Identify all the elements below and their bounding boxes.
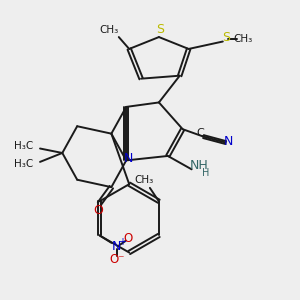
Text: N: N — [124, 152, 133, 165]
Text: CH₃: CH₃ — [233, 34, 253, 44]
Text: H₃C: H₃C — [14, 141, 34, 151]
Text: C: C — [196, 128, 204, 138]
Text: S: S — [156, 23, 164, 36]
Text: H: H — [202, 168, 210, 178]
Text: N: N — [112, 240, 122, 253]
Text: NH: NH — [190, 159, 208, 172]
Text: O: O — [93, 203, 103, 217]
Text: +: + — [118, 237, 126, 247]
Text: O⁻: O⁻ — [109, 253, 124, 266]
Text: CH₃: CH₃ — [134, 176, 154, 185]
Text: CH₃: CH₃ — [100, 25, 119, 35]
Text: N: N — [224, 135, 233, 148]
Text: S: S — [222, 31, 230, 44]
Text: H₃C: H₃C — [14, 159, 34, 169]
Text: O: O — [124, 232, 133, 245]
